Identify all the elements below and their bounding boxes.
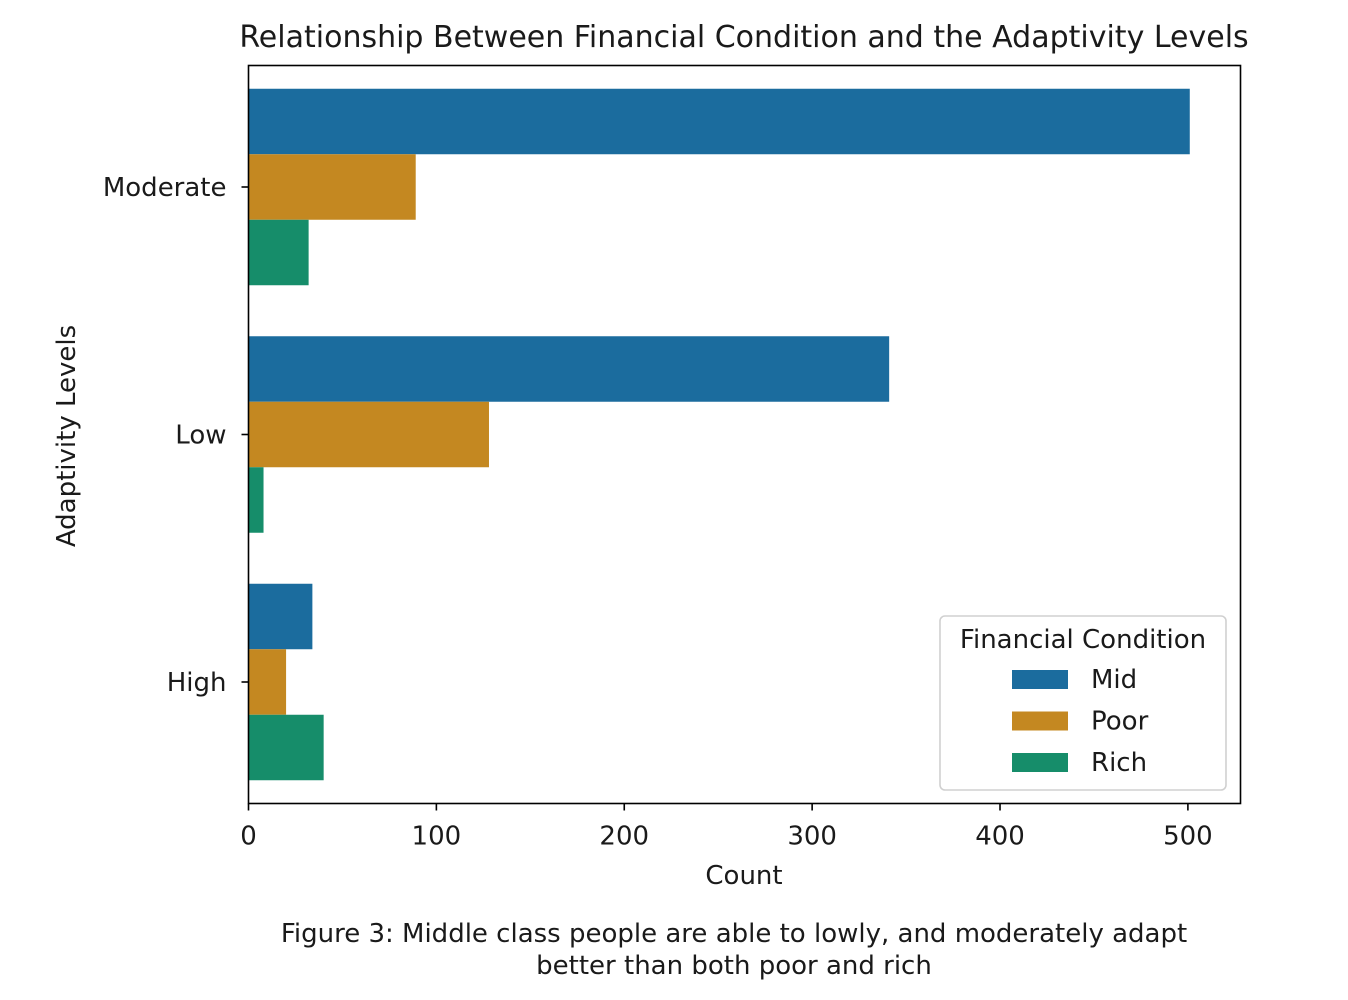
plot-frame bbox=[247, 64, 1242, 805]
x-tick-label: 400 bbox=[975, 822, 1025, 852]
legend-swatch-mid bbox=[1012, 670, 1068, 689]
bar-chart: Relationship Between Financial Condition… bbox=[52, 20, 1249, 891]
legend-swatch-rich bbox=[1012, 753, 1068, 772]
bar-mid-high bbox=[248, 583, 313, 650]
bar-rich-low bbox=[248, 467, 264, 533]
x-tick-label: 300 bbox=[787, 822, 837, 852]
legend-label-rich: Rich bbox=[1091, 748, 1147, 778]
y-tick-label: Moderate bbox=[103, 173, 227, 203]
legend: Financial Condition Mid Poor Rich bbox=[939, 615, 1227, 791]
bar-mid-low bbox=[248, 336, 890, 402]
figure-caption: Figure 3: Middle class people are able t… bbox=[0, 918, 1348, 982]
chart-title: Relationship Between Financial Condition… bbox=[239, 20, 1248, 55]
legend-label-mid: Mid bbox=[1091, 665, 1137, 695]
bar-mid-moderate bbox=[248, 88, 1190, 155]
caption-line-1: Figure 3: Middle class people are able t… bbox=[280, 919, 1188, 949]
x-tick-label: 0 bbox=[240, 822, 257, 852]
x-tick-label: 200 bbox=[599, 822, 649, 852]
x-axis-label: Count bbox=[705, 861, 782, 891]
bar-poor-low bbox=[248, 401, 489, 468]
y-axis-label: Adaptivity Levels bbox=[52, 325, 82, 547]
legend-box bbox=[939, 615, 1227, 791]
legend-title: Financial Condition bbox=[960, 625, 1206, 655]
ticks-layer: Moderate Low High 0 100 200 300 400 500 bbox=[103, 173, 1213, 852]
caption-line-2: better than both poor and rich bbox=[536, 951, 932, 981]
x-tick-label: 100 bbox=[412, 822, 462, 852]
legend-label-poor: Poor bbox=[1091, 707, 1149, 737]
bar-rich-moderate bbox=[248, 219, 309, 286]
y-tick-label: High bbox=[167, 668, 227, 698]
bar-rich-high bbox=[248, 714, 324, 781]
legend-swatch-poor bbox=[1012, 711, 1068, 731]
bars-layer bbox=[248, 88, 1190, 781]
bar-poor-moderate bbox=[248, 154, 416, 220]
x-tick-label: 500 bbox=[1163, 822, 1213, 852]
bar-poor-high bbox=[248, 649, 287, 715]
y-tick-label: Low bbox=[175, 421, 226, 451]
